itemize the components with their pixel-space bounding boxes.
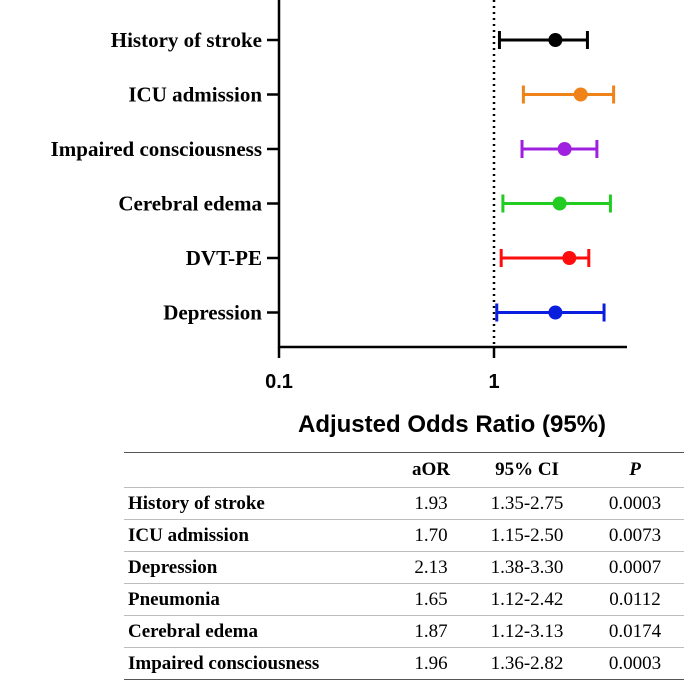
table-row: Cerebral edema 1.87 1.12-3.13 0.0174	[124, 615, 684, 648]
table-cell-p: 0.0003	[586, 647, 684, 680]
table-cell-label: ICU admission	[124, 519, 394, 552]
table-cell-p: 0.0073	[586, 519, 684, 552]
table-row: Pneumonia 1.65 1.12-2.42 0.0112	[124, 583, 684, 616]
table-cell-label: Pneumonia	[124, 583, 394, 616]
table-cell-label: Cerebral edema	[124, 615, 394, 648]
table-header-label	[124, 453, 394, 488]
row-label: Cerebral edema	[118, 192, 262, 216]
table-header-ci: 95% CI	[495, 459, 559, 480]
point-estimate	[573, 87, 588, 102]
x-axis-title: Adjusted Odds Ratio (95%)	[298, 411, 606, 438]
table-cell-ci: 1.15-2.50	[468, 519, 586, 552]
row-label: History of stroke	[111, 28, 262, 52]
table-cell-ci: 1.35-2.75	[468, 487, 586, 520]
table-cell-aor: 2.13	[394, 551, 468, 584]
table-row: Impaired consciousness 1.96 1.36-2.82 0.…	[124, 647, 684, 680]
table-cell-ci: 1.38-3.30	[468, 551, 586, 584]
table-cell-p: 0.0174	[586, 615, 684, 648]
table-cell-aor: 1.87	[394, 615, 468, 648]
point-estimate	[548, 305, 563, 320]
table-header-row: aOR 95% CI P	[124, 452, 684, 488]
row-label: DVT-PE	[186, 246, 262, 270]
row-label: Impaired consciousness	[51, 137, 262, 161]
forest-row: ICU admission	[128, 83, 616, 107]
point-estimate	[552, 196, 567, 211]
table-cell-ci: 1.12-2.42	[468, 583, 586, 616]
table-cell-ci: 1.12-3.13	[468, 615, 586, 648]
point-estimate	[562, 251, 577, 265]
table-header-aor: aOR	[412, 459, 450, 480]
forest-row: DVT-PE	[186, 246, 591, 270]
forest-row: Cerebral edema	[118, 192, 612, 216]
forest-rows: History of stroke ICU admission Impaired c…	[51, 28, 616, 325]
x-ticks: 0.1 1	[265, 347, 500, 393]
table-cell-p: 0.0007	[586, 551, 684, 584]
row-label: Depression	[163, 301, 262, 325]
table-row: History of stroke 1.93 1.35-2.75 0.0003	[124, 487, 684, 520]
table-cell-aor: 1.65	[394, 583, 468, 616]
row-label: ICU admission	[128, 83, 262, 107]
table-header-p: P	[629, 459, 641, 480]
table-row: Depression 2.13 1.38-3.30 0.0007	[124, 551, 684, 584]
forest-row: Depression	[163, 301, 606, 325]
table-cell-aor: 1.70	[394, 519, 468, 552]
table-cell-aor: 1.93	[394, 487, 468, 520]
point-estimate	[557, 142, 572, 156]
table-cell-label: Impaired consciousness	[124, 647, 394, 680]
table-cell-label: History of stroke	[124, 487, 394, 520]
table-cell-ci: 1.36-2.82	[468, 647, 586, 680]
table-cell-label: Depression	[124, 551, 394, 584]
table-row: ICU admission 1.70 1.15-2.50 0.0073	[124, 519, 684, 552]
table-cell-aor: 1.96	[394, 647, 468, 680]
table-cell-p: 0.0112	[586, 583, 684, 616]
table-cell-p: 0.0003	[586, 487, 684, 520]
x-tick-label: 0.1	[265, 371, 293, 393]
results-table: aOR 95% CI P History of stroke 1.93 1.35…	[124, 452, 684, 680]
forest-row: History of stroke	[111, 28, 589, 52]
x-tick-label: 1	[488, 371, 499, 393]
point-estimate	[548, 33, 563, 47]
forest-row: Impaired consciousness	[51, 137, 599, 161]
